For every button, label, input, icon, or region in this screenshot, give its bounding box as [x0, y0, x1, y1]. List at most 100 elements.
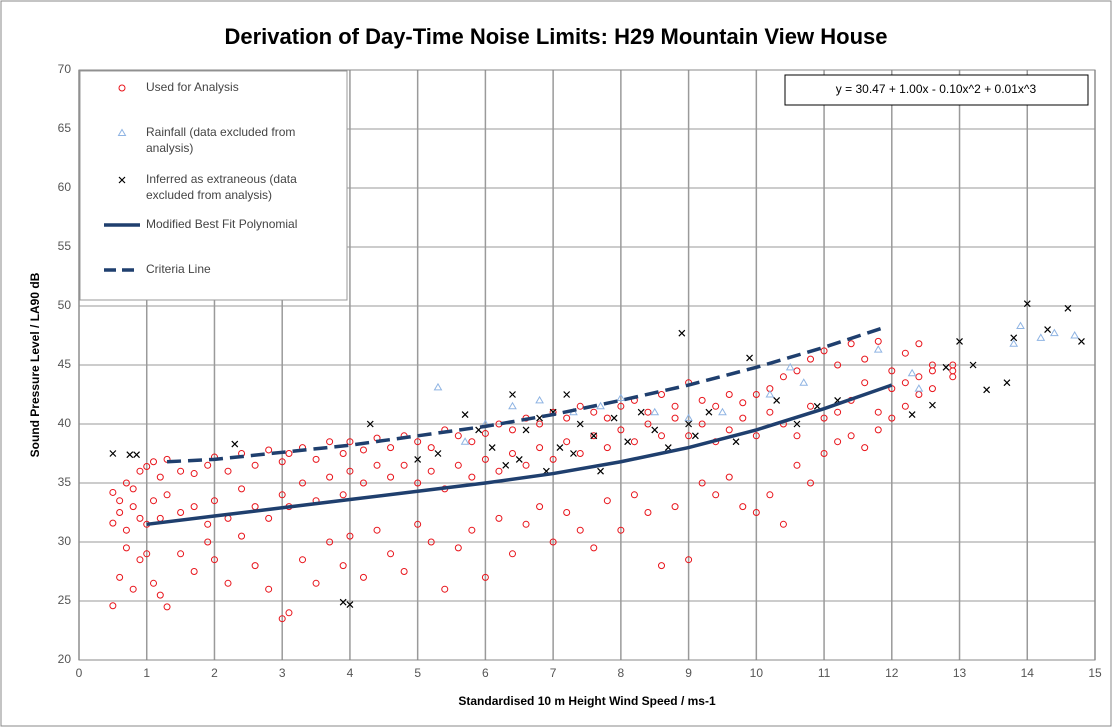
point	[285, 450, 293, 457]
point	[1003, 379, 1011, 387]
point	[143, 462, 151, 470]
point	[590, 432, 598, 440]
point	[339, 450, 347, 457]
point	[116, 509, 124, 516]
point	[725, 426, 733, 434]
x-tick-label: 14	[1021, 666, 1035, 680]
point	[326, 473, 334, 481]
point	[590, 432, 598, 440]
point	[799, 378, 809, 386]
point	[190, 470, 198, 478]
point	[1049, 328, 1059, 337]
point	[915, 340, 923, 348]
point	[495, 514, 503, 522]
point	[617, 402, 625, 410]
point	[928, 367, 936, 375]
legend-label: Rainfall (data excluded from analysis)	[146, 125, 296, 155]
point	[339, 598, 347, 606]
point	[793, 461, 801, 469]
point	[495, 467, 503, 475]
point	[346, 438, 354, 446]
point	[907, 368, 917, 377]
point	[549, 538, 557, 546]
point	[136, 556, 144, 564]
point	[299, 479, 307, 487]
point	[813, 402, 821, 410]
point	[427, 444, 435, 452]
point	[617, 426, 625, 434]
point	[847, 432, 855, 440]
legend-swatch	[118, 84, 126, 92]
point	[705, 408, 713, 416]
point	[752, 432, 760, 440]
x-tick-label: 1	[143, 666, 150, 680]
y-tick-label: 20	[58, 652, 72, 666]
plot-border	[78, 69, 1096, 661]
point	[563, 391, 571, 398]
point	[224, 579, 232, 587]
point	[678, 329, 686, 337]
point	[312, 579, 320, 587]
point	[460, 437, 470, 445]
point	[739, 503, 747, 511]
point	[685, 556, 693, 564]
point	[326, 538, 334, 546]
equation: y = 30.47 + 1.00x - 0.10x^2 + 0.01x^3	[836, 82, 1037, 96]
x-tick-label: 9	[685, 666, 692, 680]
point	[752, 509, 760, 516]
point	[231, 440, 239, 448]
point	[685, 420, 693, 428]
point	[563, 509, 571, 516]
point	[400, 461, 408, 469]
point	[942, 363, 950, 371]
point	[326, 438, 334, 446]
point	[433, 382, 443, 391]
marks	[109, 300, 1085, 623]
point	[779, 373, 787, 381]
point	[644, 420, 652, 428]
point	[874, 337, 882, 345]
point	[834, 438, 842, 446]
point	[956, 337, 963, 345]
x-tick-label: 7	[550, 666, 557, 680]
point	[597, 467, 604, 475]
point	[820, 450, 828, 457]
fit-line	[146, 383, 893, 527]
point	[502, 461, 510, 469]
point	[549, 455, 557, 463]
point	[204, 520, 212, 528]
point	[427, 538, 435, 546]
point	[1016, 321, 1025, 330]
point	[576, 450, 584, 457]
x-axis-label: Standardised 10 m Height Wind Speed / ms…	[458, 694, 716, 708]
point	[177, 550, 185, 558]
legend: Used for Analysis Rainfall (data excluded…	[79, 70, 348, 301]
point	[150, 458, 158, 466]
legend-entry: Inferred as extraneous (data excluded fr…	[146, 172, 297, 202]
criteria-line	[166, 325, 886, 464]
point	[285, 609, 293, 617]
point	[156, 473, 164, 481]
point	[346, 532, 354, 540]
point	[373, 526, 381, 534]
point	[441, 585, 449, 593]
point	[265, 585, 273, 593]
point	[481, 455, 489, 463]
point	[251, 461, 259, 469]
point	[278, 615, 286, 623]
point	[468, 526, 476, 534]
point	[509, 391, 516, 398]
point	[126, 451, 134, 459]
point	[590, 544, 598, 552]
y-tick-label: 45	[58, 357, 72, 371]
point	[570, 450, 577, 457]
point	[346, 601, 354, 608]
point	[617, 526, 625, 534]
point	[177, 509, 185, 516]
point	[739, 399, 747, 407]
x-tick-label: 15	[1088, 666, 1102, 680]
point	[204, 538, 212, 546]
point	[624, 438, 632, 446]
point	[873, 345, 883, 353]
point	[671, 402, 679, 410]
